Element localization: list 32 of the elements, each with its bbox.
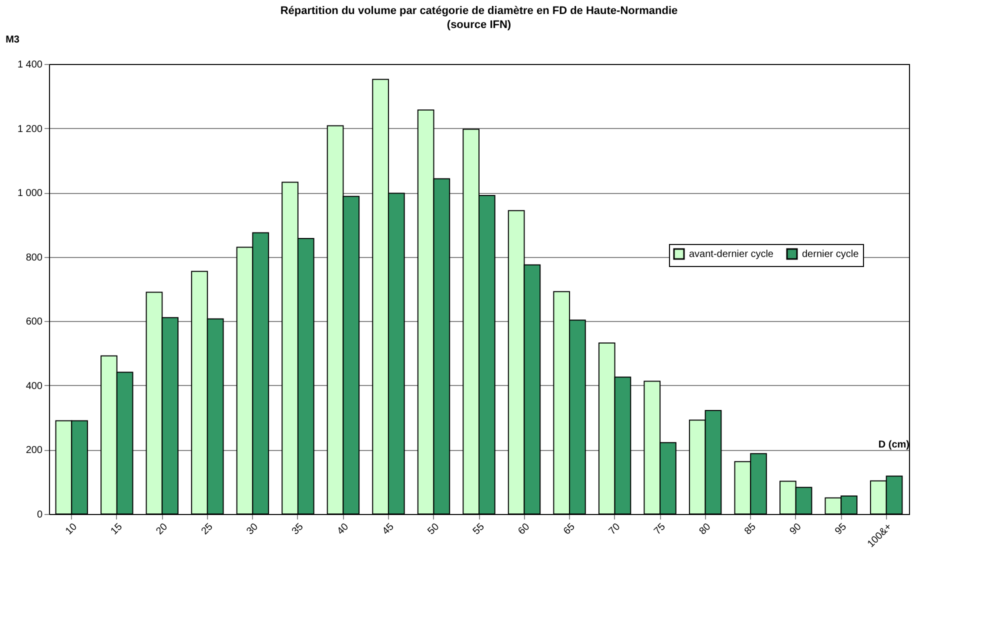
- x-tick-label: 85: [742, 521, 759, 538]
- x-tick-label: 10: [64, 521, 80, 538]
- y-tick-label: 200: [26, 445, 43, 456]
- x-tick-label: 40: [335, 521, 352, 538]
- x-tick-label: 80: [697, 521, 714, 538]
- x-tick-label: 20: [154, 521, 170, 538]
- x-tick-label: 35: [290, 521, 306, 538]
- y-tick-label: 1 400: [17, 60, 43, 70]
- y-axis-title: M3: [6, 34, 20, 46]
- y-tick-label: 800: [26, 252, 43, 264]
- x-axis-title: D (cm): [878, 440, 910, 450]
- chart-title: Répartition du volume par catégorie de diamètre en FD de Haute-Normandie: [280, 5, 678, 17]
- x-tick-label: 45: [380, 521, 397, 538]
- y-tick-label: 1 200: [17, 124, 43, 135]
- y-tick-label: 0: [36, 510, 43, 520]
- x-tick-label: 90: [788, 521, 804, 538]
- x-tick-label: 30: [244, 521, 261, 538]
- x-tick-label: 60: [516, 521, 532, 538]
- x-tick-label: 50: [426, 521, 442, 538]
- y-tick-label: 1 000: [17, 188, 43, 200]
- legend-label: dernier cycle: [802, 249, 860, 260]
- x-tick-label: 55: [471, 521, 488, 538]
- legend-label: avant-dernier cycle: [689, 249, 774, 260]
- y-tick-label: 600: [26, 316, 43, 328]
- y-tick-label: 400: [26, 380, 43, 392]
- x-tick-label: 75: [652, 521, 668, 538]
- chart-subtitle: (source IFN): [446, 19, 512, 31]
- x-tick-label: 95: [833, 521, 850, 538]
- x-tick-label: 15: [109, 521, 125, 538]
- x-tick-label: 70: [606, 521, 623, 538]
- x-tick-label: 25: [200, 521, 216, 538]
- x-tick-label: 65: [562, 521, 578, 538]
